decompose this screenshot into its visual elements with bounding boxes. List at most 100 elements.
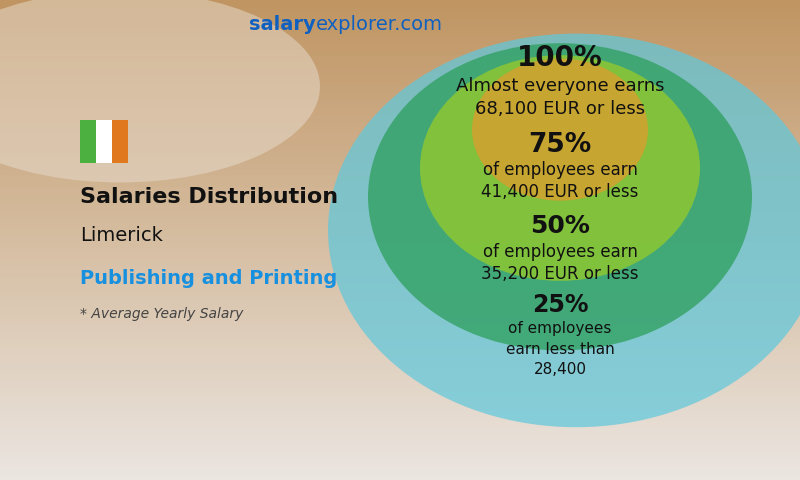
- Bar: [0, 426, 800, 432]
- Bar: [0, 456, 800, 462]
- Bar: [0, 54, 800, 60]
- Bar: [0, 66, 800, 72]
- Bar: [0, 0, 800, 6]
- Text: of employees earn: of employees earn: [482, 161, 638, 180]
- Bar: [0, 432, 800, 438]
- Bar: [0, 222, 800, 228]
- Bar: [0, 396, 800, 402]
- Bar: [0, 462, 800, 468]
- Bar: [0, 372, 800, 378]
- Bar: [0, 192, 800, 198]
- Bar: [0, 408, 800, 414]
- Bar: [0, 156, 800, 162]
- Bar: [0, 168, 800, 174]
- Bar: [0, 24, 800, 30]
- Text: * Average Yearly Salary: * Average Yearly Salary: [80, 307, 243, 322]
- Bar: [0, 78, 800, 84]
- Bar: [0, 30, 800, 36]
- Text: 35,200 EUR or less: 35,200 EUR or less: [482, 264, 638, 283]
- Bar: [0, 72, 800, 78]
- Bar: [0, 144, 800, 150]
- Text: earn less than: earn less than: [506, 342, 614, 357]
- Bar: [0, 336, 800, 342]
- Text: salary: salary: [250, 14, 316, 34]
- Ellipse shape: [368, 43, 752, 350]
- Bar: [0, 96, 800, 102]
- Text: explorer.com: explorer.com: [316, 14, 443, 34]
- Bar: [0, 276, 800, 282]
- Bar: [0, 186, 800, 192]
- Bar: [0, 120, 800, 126]
- Text: Limerick: Limerick: [80, 226, 163, 245]
- Bar: [0, 390, 800, 396]
- Text: 100%: 100%: [517, 44, 603, 72]
- Bar: [0, 318, 800, 324]
- Bar: [0, 270, 800, 276]
- Bar: [0, 258, 800, 264]
- Bar: [0, 138, 800, 144]
- Bar: [0, 162, 800, 168]
- Bar: [0, 204, 800, 210]
- Text: of employees earn: of employees earn: [482, 242, 638, 261]
- Bar: [0, 132, 800, 138]
- Text: 68,100 EUR or less: 68,100 EUR or less: [475, 100, 645, 119]
- Text: of employees: of employees: [508, 321, 612, 336]
- Bar: [96, 120, 112, 163]
- Bar: [0, 174, 800, 180]
- Bar: [0, 12, 800, 18]
- Bar: [0, 198, 800, 204]
- Bar: [0, 282, 800, 288]
- Bar: [0, 450, 800, 456]
- Bar: [0, 6, 800, 12]
- Text: 50%: 50%: [530, 214, 590, 238]
- Bar: [0, 444, 800, 450]
- Bar: [0, 210, 800, 216]
- Bar: [0, 366, 800, 372]
- Text: 75%: 75%: [528, 132, 592, 158]
- Bar: [0, 180, 800, 186]
- Bar: [0, 240, 800, 246]
- Text: Almost everyone earns: Almost everyone earns: [456, 77, 664, 96]
- Bar: [0, 414, 800, 420]
- Bar: [0, 342, 800, 348]
- Bar: [0, 234, 800, 240]
- Ellipse shape: [472, 59, 648, 201]
- Bar: [0, 402, 800, 408]
- Text: 25%: 25%: [532, 293, 588, 317]
- Bar: [0, 36, 800, 42]
- Bar: [0, 108, 800, 114]
- Text: Publishing and Printing: Publishing and Printing: [80, 269, 338, 288]
- Bar: [0, 420, 800, 426]
- Bar: [0, 228, 800, 234]
- Ellipse shape: [328, 34, 800, 427]
- Bar: [0, 468, 800, 474]
- Text: 41,400 EUR or less: 41,400 EUR or less: [482, 183, 638, 201]
- Ellipse shape: [0, 0, 320, 182]
- Text: 28,400: 28,400: [534, 362, 586, 377]
- Text: Salaries Distribution: Salaries Distribution: [80, 187, 338, 207]
- Bar: [0, 252, 800, 258]
- Bar: [0, 102, 800, 108]
- Bar: [0, 18, 800, 24]
- Bar: [0, 90, 800, 96]
- Bar: [0, 126, 800, 132]
- Bar: [0, 348, 800, 354]
- Bar: [80, 120, 96, 163]
- Bar: [0, 60, 800, 66]
- Bar: [0, 378, 800, 384]
- Bar: [0, 438, 800, 444]
- Bar: [0, 84, 800, 90]
- Bar: [0, 330, 800, 336]
- Bar: [0, 246, 800, 252]
- Bar: [0, 216, 800, 222]
- Ellipse shape: [420, 55, 700, 281]
- Bar: [0, 264, 800, 270]
- Bar: [0, 474, 800, 480]
- Bar: [0, 324, 800, 330]
- Bar: [0, 42, 800, 48]
- Bar: [0, 150, 800, 156]
- Bar: [0, 114, 800, 120]
- Bar: [0, 288, 800, 294]
- Bar: [0, 384, 800, 390]
- Bar: [0, 306, 800, 312]
